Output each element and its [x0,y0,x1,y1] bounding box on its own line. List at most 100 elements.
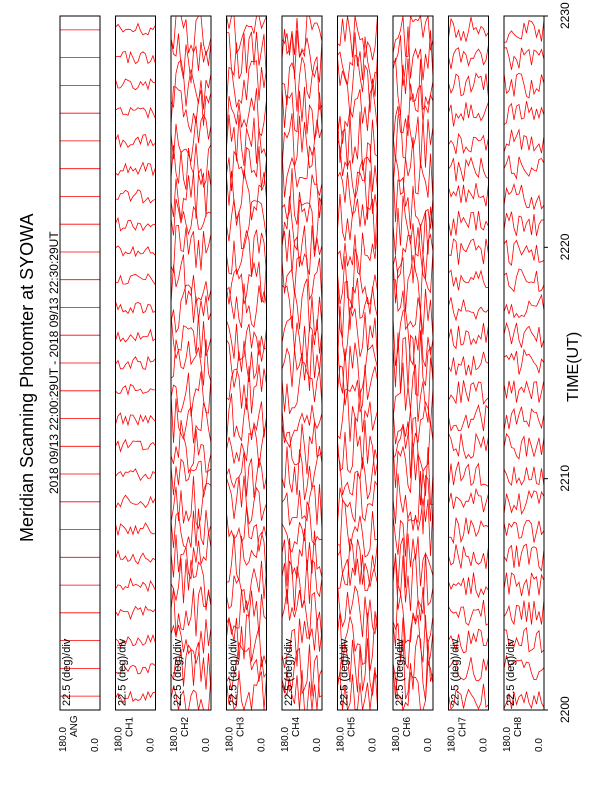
series-line-ch6-22 [392,58,434,115]
series-line-ch4-19 [281,145,323,198]
series-line-ch1-18 [115,189,156,204]
series-line-ch8-0 [503,691,545,710]
series-line-ch1-20 [115,133,156,148]
series-line-ch6-3 [392,584,434,647]
series-line-ch3-20 [226,114,267,167]
series-line-ch8-6 [503,519,545,543]
series-line-ch1-0 [115,690,156,704]
panel-scale-label-group: 22.5 (deg)/div [339,638,351,706]
series-line-ch8-23 [503,47,545,70]
series-line-ch1-6 [115,522,156,536]
series-line-ch4-18 [281,168,323,225]
series-line-ch2-16 [170,224,212,273]
series-line-ch3-19 [226,146,267,192]
series-line-ch7-0 [448,683,489,710]
y-tick-label-top-group: 180.0 [502,727,513,752]
series-line-ch7-9 [448,432,489,460]
series-line-ch6-13 [392,308,434,367]
series-line-ch4-22 [281,56,323,112]
series-line-ch6-9 [392,416,434,479]
series-line-ch1-23 [115,50,156,65]
panel-channel-label-group: CH5 [347,717,358,737]
series-line-ch5-21 [337,85,378,144]
series-line-ch6-5 [392,533,434,589]
series-line-ch7-12 [448,351,489,376]
series-line-ch7-24 [448,16,489,42]
y-tick-label-bottom: 0.0 [90,738,101,752]
x-tick-label: 2210 [558,465,572,492]
series-line-ch8-17 [503,211,545,237]
x-tick-label-group: 2210 [558,465,572,492]
series-line-ch5-19 [337,139,378,199]
panel-frame [448,15,489,711]
series-line-ch1-9 [115,438,156,453]
panel-channel-label: CH6 [402,717,413,737]
series-line-ch8-18 [503,182,545,210]
panel-channel-label: CH7 [458,717,469,737]
series-line-ch7-10 [448,404,489,432]
panel-scale-label: 22.5 (deg)/div [450,638,462,706]
series-line-ch2-7 [170,476,212,530]
series-line-ch5-5 [337,538,378,588]
y-tick-label-bottom-group: 0.0 [90,738,101,752]
panel-scale-label: 22.5 (deg)/div [505,638,517,706]
series-line-ch8-14 [503,293,545,319]
series-line-ch8-11 [503,380,545,403]
series-line-ch6-23 [392,26,434,86]
series-line-ch8-9 [503,432,545,460]
chart-title: Meridian Scanning Photomter at SYOWA [17,214,37,542]
series-line-ch3-22 [226,60,267,108]
series-line-ch7-3 [448,599,489,626]
series-line-ch3-4 [226,560,267,610]
series-line-ch2-2 [170,619,212,664]
series-line-ch3-1 [226,641,267,691]
series-line-ch5-20 [337,111,378,171]
panel-channel-label: CH3 [236,717,247,737]
chart-subtitle-text: 2018 09/13 22:00:29UT - 2018 09/13 22:30… [47,231,61,494]
series-line-ch3-24 [226,15,267,55]
panel-frame [170,15,212,711]
y-tick-label-top-group: 180.0 [169,727,180,752]
series-line-ch1-14 [115,301,156,315]
panel-scale-label: 22.5 (deg)/div [394,638,406,706]
y-tick-label-top-group: 180.0 [447,727,458,752]
series-line-ch8-3 [503,599,545,626]
series-line-ch1-7 [115,494,156,509]
series-line-ch2-8 [170,453,212,498]
series-line-ch7-18 [448,183,489,207]
series-line-ch8-8 [503,466,545,487]
series-line-ch2-17 [170,198,212,236]
series-line-ch5-7 [337,472,378,524]
series-line-ch3-15 [226,257,267,305]
series-line-ch7-4 [448,572,489,599]
panel-channel-label-group: CH2 [180,717,191,737]
series-line-ch4-13 [281,315,323,362]
series-line-ch1-13 [115,328,156,343]
panel-scale-label: 22.5 (deg)/div [117,638,129,706]
panel-channel-label: CH2 [180,717,191,737]
series-line-ch8-19 [503,155,545,180]
x-tick-label: 2230 [558,2,572,29]
series-line-ch2-22 [170,59,212,110]
series-line-ch6-19 [392,137,434,201]
series-line-ch2-14 [170,284,212,334]
series-line-ch1-24 [115,22,156,36]
series-line-ch2-19 [170,143,212,190]
series-line-ch2-11 [170,371,212,417]
series-line-ch3-23 [226,31,267,82]
x-tick-label-group: 2220 [558,233,572,260]
chart-title-text: Meridian Scanning Photomter at SYOWA [17,214,37,542]
y-tick-label-top-group: 180.0 [336,727,347,752]
panel-channel-label-group: CH7 [458,717,469,737]
series-line-ch8-1 [503,655,545,681]
series-line-ch5-0 [337,667,378,711]
series-line-ch5-10 [337,388,378,442]
y-tick-label-top-group: 180.0 [225,727,236,752]
series-line-ch6-10 [392,388,434,450]
x-tick-label-group: 2230 [558,2,572,29]
panel-scale-label-group: 22.5 (deg)/div [505,638,517,706]
x-tick-label: 2200 [558,696,572,723]
y-tick-label-top: 180.0 [502,727,513,752]
series-line-ch7-7 [448,487,489,513]
